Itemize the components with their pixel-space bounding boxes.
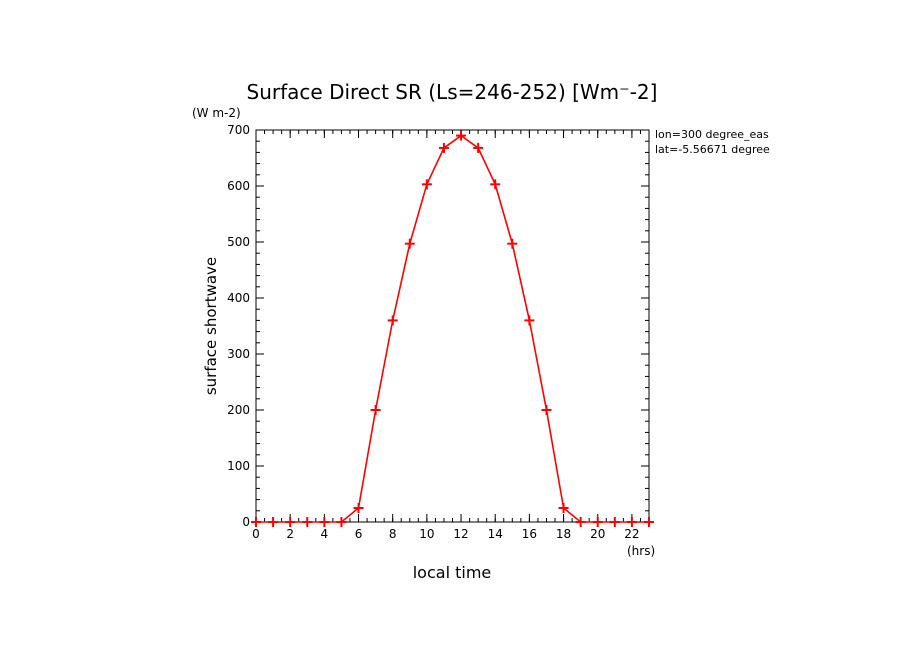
x-unit-label: (hrs) (627, 544, 655, 558)
x-tick-label: 22 (624, 527, 639, 541)
plot-area (251, 130, 654, 527)
data-point (524, 315, 535, 326)
data-point (592, 517, 603, 527)
data-point (490, 179, 501, 190)
x-tick-label: 12 (453, 527, 468, 541)
data-point (336, 517, 347, 527)
annotation-lat: lat=-5.56671 degree (655, 143, 770, 156)
y-tick-label: 200 (227, 403, 250, 417)
y-tick-label: 600 (227, 179, 250, 193)
data-point (438, 142, 449, 153)
data-point (302, 517, 313, 527)
data-point (370, 405, 381, 415)
data-point (285, 517, 296, 527)
data-point (421, 179, 432, 190)
data-point (268, 517, 279, 527)
data-point (507, 238, 518, 249)
chart-title: Surface Direct SR (Ls=246-252) [Wm⁻-2] (247, 80, 658, 104)
y-tick-label: 0 (242, 515, 250, 529)
data-point (404, 238, 415, 249)
data-point (387, 315, 398, 326)
x-tick-label: 0 (252, 527, 260, 541)
data-point (644, 517, 654, 527)
x-tick-label: 10 (419, 527, 434, 541)
y-tick-label: 700 (227, 123, 250, 137)
x-tick-label: 6 (355, 527, 363, 541)
data-point (575, 517, 586, 527)
data-point (541, 405, 552, 415)
data-point (558, 503, 569, 513)
y-axis-label: surface shortwave (202, 257, 220, 395)
data-point (319, 517, 330, 527)
y-tick-label: 300 (227, 347, 250, 361)
y-tick-label: 100 (227, 459, 250, 473)
data-point (456, 130, 467, 141)
axes: 0 2 4 6 8 10 12 14 16 18 20 22 0 100 200 300 400 500 600 70… (227, 123, 650, 541)
y-tick-label: 400 (227, 291, 250, 305)
data-point (609, 517, 620, 527)
x-tick-label: 4 (321, 527, 329, 541)
data-point (473, 142, 484, 153)
x-axis-label: local time (413, 563, 492, 582)
y-unit-label: (W m-2) (192, 106, 241, 120)
x-tick-label: 20 (590, 527, 605, 541)
x-tick-label: 14 (488, 527, 503, 541)
annotation-lon: lon=300 degree_eas (655, 128, 769, 141)
data-point (251, 517, 261, 527)
y-tick-label: 500 (227, 235, 250, 249)
x-tick-label: 18 (556, 527, 571, 541)
data-point (626, 517, 637, 527)
x-tick-label: 8 (389, 527, 397, 541)
x-tick-label: 2 (286, 527, 294, 541)
x-tick-label: 16 (522, 527, 537, 541)
data-point (353, 503, 364, 513)
